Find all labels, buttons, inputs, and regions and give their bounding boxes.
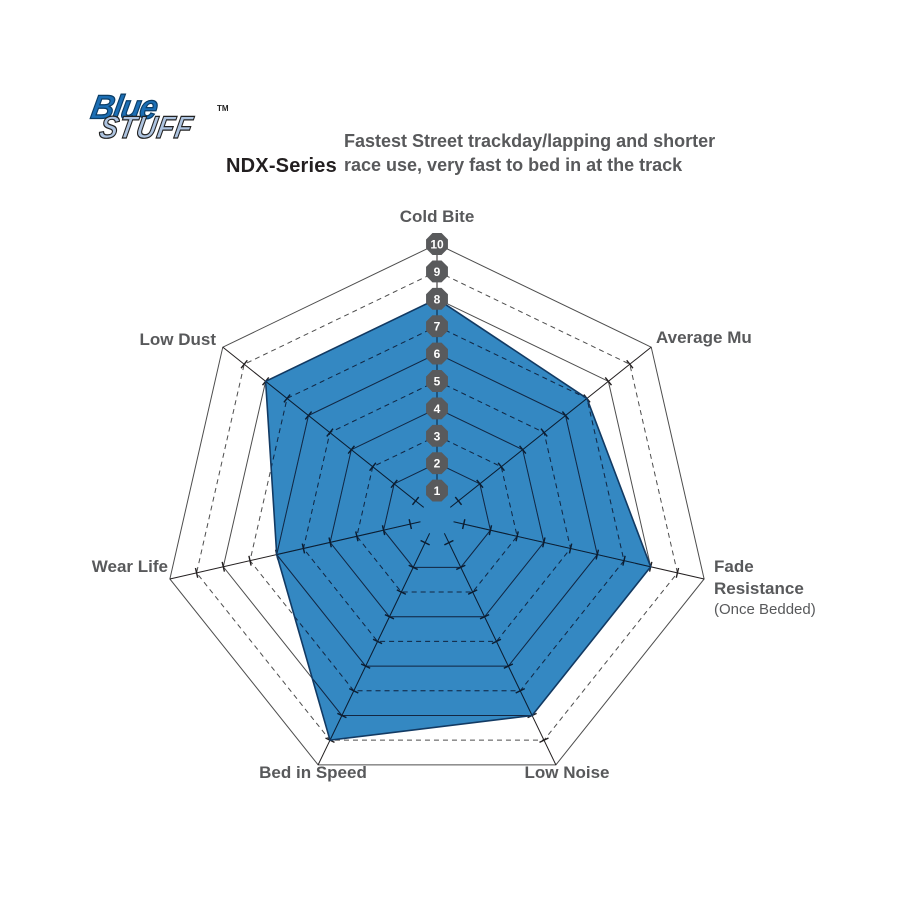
- svg-text:7: 7: [434, 320, 441, 334]
- svg-text:Resistance: Resistance: [714, 579, 804, 598]
- svg-text:9: 9: [434, 265, 441, 279]
- svg-text:8: 8: [434, 292, 441, 306]
- svg-text:3: 3: [434, 429, 441, 443]
- svg-text:4: 4: [434, 402, 441, 416]
- svg-text:Low Dust: Low Dust: [140, 330, 217, 349]
- svg-text:Low Noise: Low Noise: [524, 763, 609, 782]
- svg-text:6: 6: [434, 347, 441, 361]
- svg-text:(Once Bedded): (Once Bedded): [714, 601, 816, 618]
- svg-text:2: 2: [434, 457, 441, 471]
- svg-text:5: 5: [434, 375, 441, 389]
- svg-text:Wear Life: Wear Life: [92, 557, 168, 576]
- svg-text:1: 1: [434, 484, 441, 498]
- svg-text:Fade: Fade: [714, 557, 754, 576]
- svg-text:Bed in Speed: Bed in Speed: [259, 763, 367, 782]
- svg-text:Average Mu: Average Mu: [656, 328, 752, 347]
- svg-text:10: 10: [430, 238, 444, 252]
- svg-text:Cold Bite: Cold Bite: [400, 207, 475, 226]
